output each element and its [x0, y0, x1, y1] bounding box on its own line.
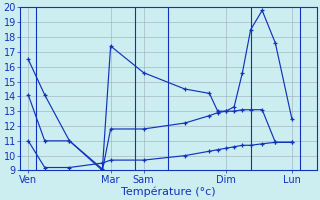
- X-axis label: Température (°c): Température (°c): [121, 186, 216, 197]
